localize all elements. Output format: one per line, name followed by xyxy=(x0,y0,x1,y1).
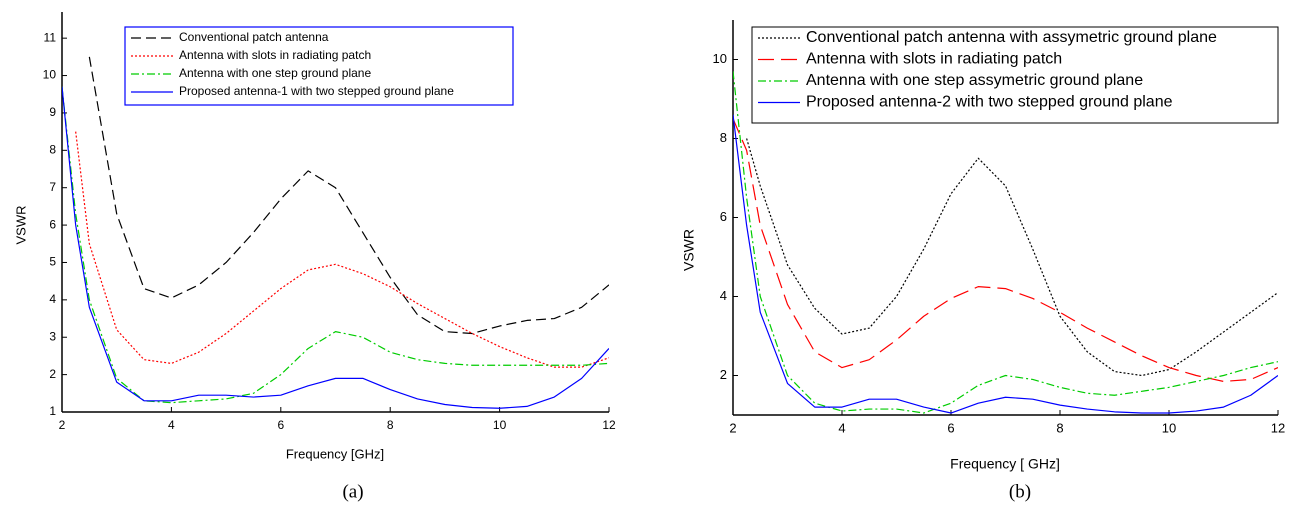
x-tick-label: 4 xyxy=(168,418,175,432)
x-tick-label: 8 xyxy=(1056,420,1063,435)
series-line xyxy=(733,114,1278,414)
legend-box xyxy=(751,26,1279,124)
series-line xyxy=(62,86,609,409)
series-line xyxy=(746,138,1278,377)
x-tick-label: 10 xyxy=(493,418,507,432)
y-axis-label: VSWR xyxy=(681,229,697,271)
legend-label: Antenna with slots in radiating patch xyxy=(806,51,1062,68)
y-tick-label: 11 xyxy=(44,30,57,44)
x-tick-label: 6 xyxy=(277,418,284,432)
x-tick-label: 6 xyxy=(947,420,954,435)
legend-label: Conventional patch antenna with assymetr… xyxy=(806,29,1217,46)
legend: Conventional patch antenna Antenna with s… xyxy=(124,26,514,106)
series-line xyxy=(75,131,609,368)
series-line xyxy=(62,86,609,404)
legend-label: Proposed antenna-2 with two stepped grou… xyxy=(806,94,1173,111)
y-tick-label: 8 xyxy=(49,142,56,156)
legend: Conventional patch antenna with assymetr… xyxy=(751,26,1279,124)
y-tick-label: 6 xyxy=(720,209,727,224)
y-tick-label: 7 xyxy=(49,180,56,194)
series-line xyxy=(88,56,609,335)
x-axis-label: Frequency [ GHz] xyxy=(950,456,1060,472)
x-tick-label: 4 xyxy=(838,420,845,435)
legend-label: Conventional patch antenna xyxy=(179,30,329,44)
x-tick-label: 8 xyxy=(387,418,394,432)
legend-label: Proposed antenna-1 with two stepped grou… xyxy=(179,84,454,98)
caption: (a) xyxy=(342,481,363,502)
caption: (b) xyxy=(1009,481,1031,502)
x-tick-label: 2 xyxy=(59,418,66,432)
series-line xyxy=(733,71,1278,414)
x-axis-label: Frequency [GHz] xyxy=(286,446,384,461)
y-tick-label: 3 xyxy=(49,329,56,343)
y-tick-label: 2 xyxy=(49,367,56,381)
chart: 2 4 6 8 10 2 4 6 8 10 12 Frequency [ GHz] VSWR (b) Con… xyxy=(681,20,1285,502)
y-tick-label: 5 xyxy=(49,255,56,269)
x-tick-label: 12 xyxy=(1271,420,1285,435)
legend-label: Antenna with slots in radiating patch xyxy=(179,48,371,62)
x-tick-label: 2 xyxy=(729,420,736,435)
x-tick-label: 12 xyxy=(602,418,616,432)
legend-box xyxy=(124,26,514,106)
y-tick-label: 6 xyxy=(49,217,56,231)
series-line xyxy=(733,118,1278,383)
y-tick-label: 10 xyxy=(43,68,57,82)
y-tick-label: 1 xyxy=(49,404,56,418)
y-tick-label: 8 xyxy=(720,130,727,145)
legend-label: Antenna with one step ground plane xyxy=(179,66,371,80)
y-tick-label: 9 xyxy=(49,105,56,119)
y-tick-label: 4 xyxy=(720,288,727,303)
x-tick-label: 10 xyxy=(1162,420,1176,435)
y-tick-label: 2 xyxy=(720,367,727,382)
y-axis-label: VSWR xyxy=(13,206,28,245)
y-tick-label: 4 xyxy=(49,292,56,306)
y-tick-label: 10 xyxy=(713,51,727,66)
legend-label: Antenna with one step assymetric ground … xyxy=(806,72,1143,89)
